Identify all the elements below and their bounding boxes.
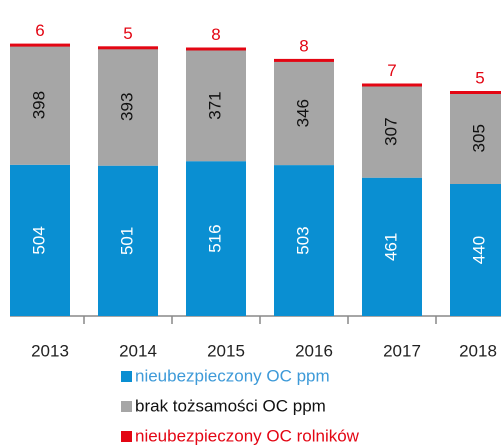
bar-segment: [186, 49, 246, 162]
value-label: 307: [381, 117, 400, 145]
legend-label: brak tożsamości OC ppm: [135, 396, 326, 415]
value-label: 516: [205, 224, 224, 252]
x-tick-label: 2016: [295, 341, 333, 360]
x-tick-label: 2018: [459, 341, 497, 360]
bar-segment: [450, 184, 501, 316]
value-label: 5: [123, 24, 132, 43]
bar-segment: [10, 45, 70, 165]
value-label: 346: [293, 99, 312, 127]
bar-segment: [362, 83, 422, 87]
bar-segment: [10, 43, 70, 47]
bar-segment: [186, 161, 246, 316]
value-label: 5: [475, 68, 484, 87]
bar-segment: [274, 58, 334, 62]
value-label: 8: [299, 36, 308, 55]
legend-label: nieubezpieczony OC rolników: [135, 426, 360, 445]
x-tick-label: 2013: [31, 341, 69, 360]
value-label: 501: [117, 227, 136, 255]
value-label: 305: [469, 124, 488, 152]
value-label: 398: [29, 91, 48, 119]
x-tick-label: 2014: [119, 341, 157, 360]
value-label: 6: [35, 21, 44, 40]
bar-segment: [186, 47, 246, 51]
value-label: 371: [205, 91, 224, 119]
bar-segment: [274, 61, 334, 166]
value-label: 7: [387, 61, 396, 80]
value-label: 504: [29, 226, 48, 254]
legend-label: nieubezpieczony OC ppm: [135, 366, 330, 385]
legend-swatch: [121, 431, 132, 442]
value-label: 461: [381, 233, 400, 261]
value-label: 503: [293, 226, 312, 254]
bar-segment: [450, 92, 501, 184]
bar-segment: [98, 165, 158, 316]
value-label: 8: [211, 25, 220, 44]
legend-swatch: [121, 401, 132, 412]
value-label: 440: [469, 236, 488, 264]
bar-segment: [98, 46, 158, 50]
x-tick-label: 2017: [383, 341, 421, 360]
legend-swatch: [121, 371, 132, 382]
bar-segment: [362, 177, 422, 316]
bar-segment: [362, 85, 422, 178]
x-tick-label: 2015: [207, 341, 245, 360]
bar-segment: [450, 91, 501, 94]
value-label: 393: [117, 93, 136, 121]
bar-segment: [274, 165, 334, 316]
bar-segment: [10, 164, 70, 316]
bar-segment: [98, 47, 158, 166]
